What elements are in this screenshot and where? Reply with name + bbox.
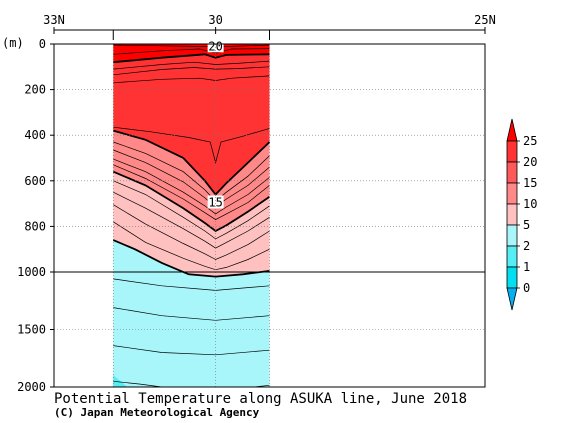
chart-credit: (C) Japan Meteorological Agency [54, 406, 260, 419]
colorbar-seg-1 [506, 140, 518, 163]
colorbar-seg-6 [506, 245, 518, 268]
contour-line-13 [113, 180, 270, 240]
contour-line-2 [113, 53, 270, 64]
colorbar-seg-4 [506, 203, 518, 226]
y-tick-label-1: 200 [24, 83, 46, 97]
contour-label-bg-1 [207, 195, 224, 209]
colorbar-label-5: 2 [523, 239, 530, 253]
y-tick-label-5: 1000 [17, 265, 46, 279]
contour-line-1 [113, 48, 270, 55]
contour-line-4 [113, 66, 270, 76]
contour-line-15 [113, 204, 270, 260]
colorbar-top-arrow [506, 118, 518, 142]
contour-line-14 [113, 191, 270, 249]
contour-line-7 [113, 129, 271, 196]
y-tick-label-7: 2000 [17, 380, 46, 394]
colorbar-label-1: 20 [523, 155, 537, 169]
colorbar-seg-2 [506, 161, 518, 184]
contour-line-10 [113, 158, 270, 215]
colorbar-label-4: 5 [523, 218, 530, 232]
colorbar-label-6: 1 [523, 260, 530, 274]
x-tick-label-0: 33N [43, 13, 65, 27]
colorbar-seg-3 [506, 182, 518, 205]
contour-line-5 [113, 75, 270, 84]
plot-frame [53, 43, 486, 388]
contour-line-19 [113, 307, 270, 321]
fill-band-20-25 [113, 44, 270, 63]
colorbar-seg-7 [506, 266, 518, 289]
colorbar-label-3: 10 [523, 197, 537, 211]
y-axis-label: (m) [2, 36, 24, 50]
colorbar-label-2: 15 [523, 176, 537, 190]
contour-line-21 [113, 380, 162, 388]
y-tick-label-4: 800 [24, 219, 46, 233]
axes: 33N 30 25N 0 200 400 600 800 1000 1500 2000 [17, 13, 496, 394]
contour-line-3 [113, 60, 270, 70]
colorbar-seg-5 [506, 224, 518, 247]
fill-band-1-2 [113, 375, 128, 387]
contour-line-11 [113, 164, 270, 221]
contour-label-1: 15 [208, 195, 222, 209]
fill-band-2-5 [113, 240, 270, 387]
contour-label-bg-0 [207, 39, 224, 53]
contour-line-16 [113, 221, 270, 271]
fill-band-5-10 [113, 171, 270, 277]
colorbar-bottom-arrow [506, 287, 518, 311]
colorbar-label-0: 25 [523, 134, 537, 148]
colorbar-label-7: 0 [523, 281, 530, 295]
y-tick-label-0: 0 [39, 37, 46, 51]
contour-line-20 [113, 345, 270, 356]
y-tick-label-2: 400 [24, 128, 46, 142]
contour-line-6 [113, 126, 270, 164]
y-tick-label-3: 600 [24, 174, 46, 188]
contour-line-18 [113, 278, 270, 291]
y-tick-label-6: 1500 [17, 323, 46, 337]
contour-line-17 [112, 239, 270, 278]
fill-band-15-20 [113, 54, 270, 195]
x-tick-label-1: 30 [208, 13, 222, 27]
contour-label-0: 20 [208, 39, 222, 53]
x-tick-label-2: 25N [474, 13, 496, 27]
contour-line-12 [112, 170, 271, 233]
chart-title: Potential Temperature along ASUKA line, … [54, 391, 468, 407]
fill-band-10-15 [113, 130, 270, 231]
